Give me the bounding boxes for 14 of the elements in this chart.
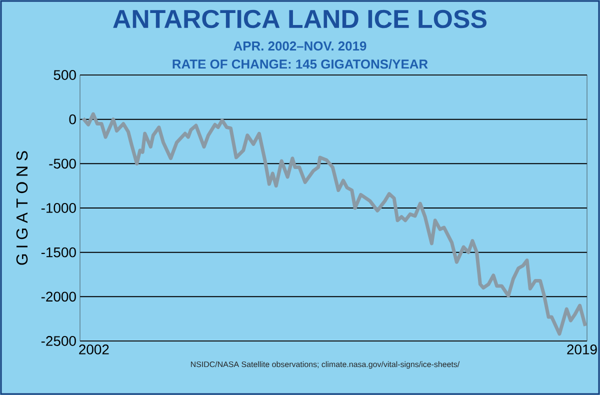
y-axis-title: G I G A T O N S xyxy=(16,151,28,265)
y-tick-label: -1500 xyxy=(41,247,76,258)
y-tick-label: -500 xyxy=(49,158,76,169)
y-tick-label: 500 xyxy=(54,70,76,80)
chart-subtitle: APR. 2002–NOV. 2019 xyxy=(234,41,366,51)
line-series xyxy=(81,112,588,336)
y-tick-label: -2500 xyxy=(41,336,76,346)
y-tick-label: -1000 xyxy=(41,203,76,213)
text: RATE OF CHANGE: 145 GIGATONS/YEAR xyxy=(172,59,428,69)
y-tick-label: -2000 xyxy=(41,292,76,302)
x-tick-label: 2002 xyxy=(79,344,109,354)
x-tick-label: 2019 xyxy=(567,344,597,354)
y-tick-label: 0 xyxy=(69,114,76,124)
chart-title: ANTARCTICA LAND ICE LOSS xyxy=(113,10,487,28)
